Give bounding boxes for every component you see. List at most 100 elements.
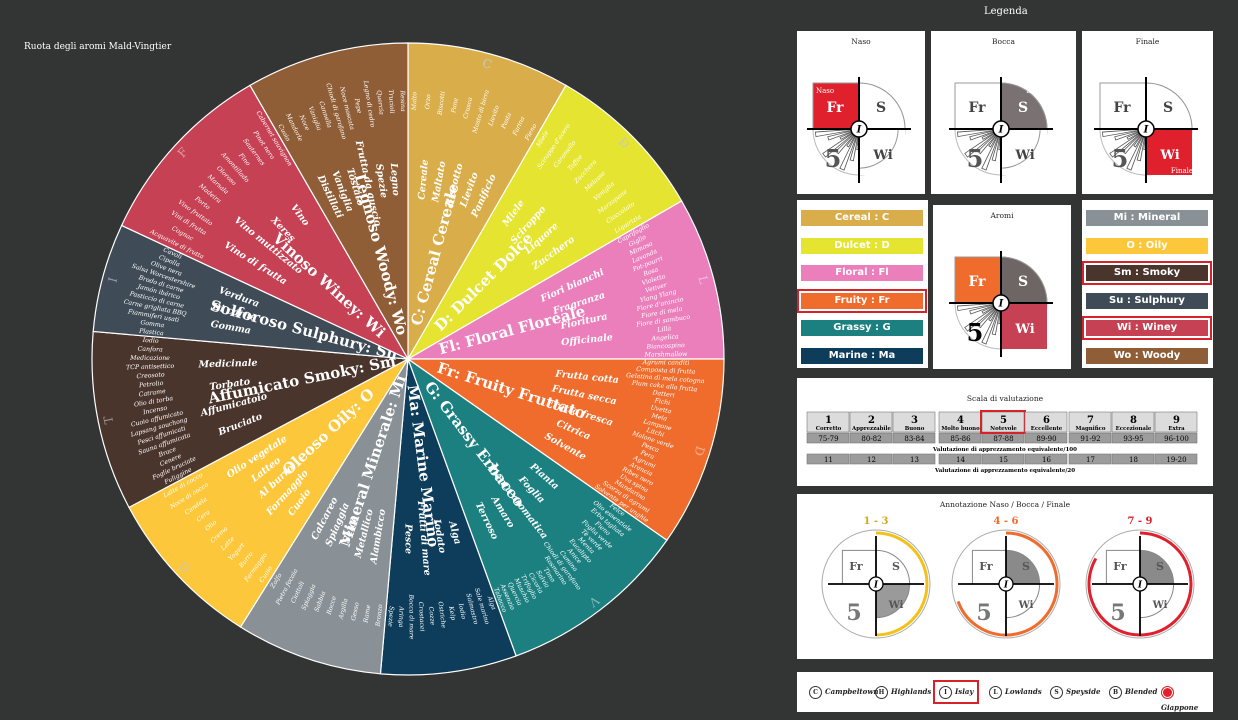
aroma-chip: Fruity : Fr [797, 288, 927, 313]
icon-wi-label: Wi [1014, 322, 1034, 337]
aroma-chip: Dulcet : D [801, 237, 923, 254]
wheel-descriptor: Iodio [457, 602, 467, 620]
wheel-descriptor: Plastica [138, 328, 165, 338]
wheel-sector [406, 357, 668, 657]
scale-twenty: 18 [1129, 456, 1138, 464]
annotation-center-label: I [873, 581, 879, 591]
icon-ray [981, 128, 1002, 171]
icon-tag: Bocca [1026, 87, 1047, 95]
scale-twenty: 14 [956, 456, 965, 464]
scale-number: 6 [1043, 415, 1050, 426]
annotation-s-quadrant [1139, 549, 1175, 585]
scale-twenty: 19-20 [1166, 456, 1186, 464]
scale-range: 87-88 [993, 435, 1013, 443]
wheel-subcategory: Legno [388, 162, 402, 197]
annotation-five-label: 5 [846, 600, 861, 626]
aroma-chip: Marine : Ma [801, 347, 923, 364]
wheel-descriptor: Angelica [650, 333, 679, 342]
aromi-title: Aromi [990, 211, 1014, 220]
wheel-descriptor: Medicazione [129, 355, 170, 362]
aroma-chip: Mi : Mineral [1086, 210, 1208, 226]
region-label: Speyside [1066, 687, 1101, 696]
icon-ray [977, 128, 1002, 155]
annotation-panel: Annotazione Naso / Bocca / Finale 1 - 3 I… [797, 494, 1213, 659]
aroma-chip: Floral : Fl [801, 265, 923, 281]
wheel-sector [406, 358, 725, 542]
wheel-sector-letter: D [691, 444, 707, 457]
scale-range: 89-90 [1036, 435, 1056, 443]
scale-twenty-cell [1154, 453, 1198, 465]
annotation-wi-label: Wi [1152, 600, 1168, 611]
icon-wi-label: Wi [1014, 148, 1034, 163]
scale-range-cell [1068, 432, 1112, 444]
annotation-title: Annotazione Naso / Bocca / Finale [939, 500, 1071, 509]
scale-twenty-cell [981, 453, 1025, 465]
finale-title: Finale [1135, 37, 1160, 46]
wheel-sector [379, 358, 517, 676]
region-item: C Campbeltown [809, 684, 878, 700]
icon-ray [988, 302, 1002, 322]
aroma-chip: Wo : Woody [1086, 347, 1208, 364]
icon-ray [846, 128, 860, 148]
scale-twenty: 11 [824, 456, 833, 464]
scale-name: Molto buono [941, 426, 980, 432]
annotation-wi-quadrant [875, 583, 911, 619]
region-label: Giappone [1161, 703, 1199, 712]
icon-s-label: S [1018, 100, 1028, 116]
scale-number: 1 [825, 415, 832, 426]
wheel-descriptor: Iodio [141, 337, 159, 345]
wheel-sector-letter: C [481, 56, 493, 72]
scale-name: Apprezzabile [851, 426, 891, 432]
icon-five-label: 5 [967, 318, 984, 347]
wheel-descriptor: Trucioli [387, 89, 396, 114]
annotation-wi-label: Wi [1018, 600, 1034, 611]
scale-name: Corretto [816, 426, 842, 432]
icon-center-label: I [856, 125, 862, 136]
scale-range: 75-79 [818, 435, 838, 443]
wheel-descriptor: Gomma [140, 319, 165, 329]
icon-ray [977, 302, 1002, 329]
aroma-chip: Sm : Smoky [1082, 261, 1212, 285]
wheel-descriptor: Aringa [397, 605, 405, 628]
annotation-s-label: S [1156, 560, 1164, 573]
wheel-sector [406, 84, 683, 361]
scale-panel: Scala di valutazione 1 Corretto 75-79 11 2 Ap… [797, 378, 1213, 486]
scale-twenty-cell [938, 453, 982, 465]
icon-ray [835, 128, 860, 155]
scale-name: Buono [905, 426, 925, 432]
icon-ray [988, 128, 1002, 148]
aromas-right-panel: Mi : Mineral O : Oily Sm : Smoky Su : Sulph… [1082, 200, 1213, 368]
icon-ray [991, 128, 1002, 162]
naso-panel: Naso I Fr S Wi 5 Naso [797, 31, 925, 194]
wheel-sector [120, 84, 410, 361]
annotation-fr-quadrant [1105, 549, 1141, 585]
annotation-outer-ring [1085, 529, 1195, 639]
wheel-subcategory: Medicinale [197, 358, 257, 371]
annotation-s-label: S [892, 560, 900, 573]
icon-ray [1133, 128, 1147, 148]
icon-s-quadrant [858, 82, 906, 130]
bocca-title: Bocca [992, 37, 1015, 46]
icon-wi-arc [858, 128, 899, 169]
wheel-descriptor: Biancospino [645, 342, 685, 351]
scale-range: 83-84 [904, 435, 925, 443]
scale-range: 96-100 [1164, 435, 1189, 443]
scale-cell [806, 411, 850, 433]
icon-s-label: S [1163, 100, 1173, 116]
annotation-ring [956, 531, 1059, 637]
wheel-sector [249, 42, 409, 362]
annotation-ring [1087, 531, 1193, 637]
scale-range: 85-86 [950, 435, 971, 443]
icon-fr-label: Fr [1113, 100, 1131, 116]
wheel-descriptor: Kelp [447, 605, 456, 621]
scale-number: 8 [1130, 415, 1137, 426]
annotation-wi-quadrant [1139, 583, 1175, 619]
icon-fr-label: Fr [968, 274, 986, 290]
finale-panel: Finale I Fr S Wi 5 Finale [1082, 31, 1213, 194]
wheel-descriptor: Crostacei [417, 602, 426, 632]
annotation-s-quadrant [1005, 549, 1041, 585]
scale-note-20: Valutazione di apprezzamento equivalente… [934, 468, 1075, 474]
icon-ray [956, 128, 1002, 138]
scale-twenty-cell [1068, 453, 1112, 465]
icon-s-quadrant [1000, 82, 1048, 130]
